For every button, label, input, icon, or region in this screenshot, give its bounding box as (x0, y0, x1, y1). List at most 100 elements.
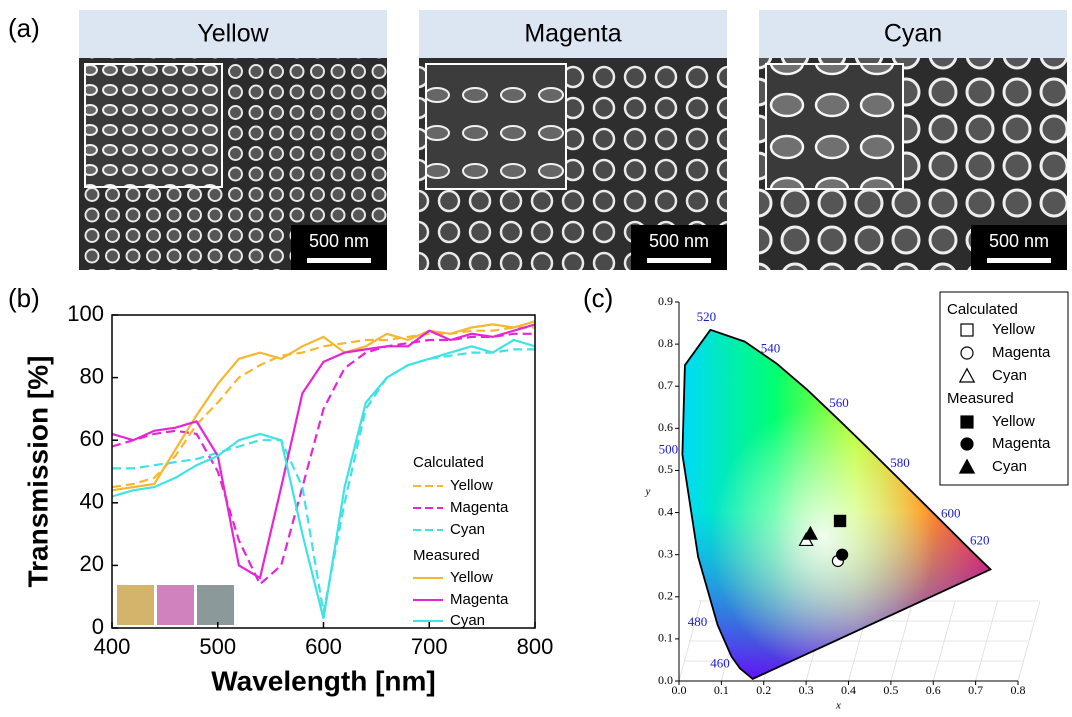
x-tick-label: 0.1 (714, 683, 729, 697)
legend-label: Cyan (450, 521, 485, 538)
legend-label: Cyan (992, 367, 1027, 384)
panel-title: Yellow (197, 20, 269, 48)
legend-label: Magenta (450, 499, 509, 516)
transmission-chart: (b) 0 20 40 60 80 100 400 500 600 700 800 Wavelength… (8, 283, 553, 697)
y-tick-label: 0.5 (658, 462, 673, 476)
scale-bar (307, 258, 371, 263)
legend-marker (960, 415, 974, 429)
x-tick-label: 0.6 (926, 683, 941, 697)
legend-label: Cyan (992, 458, 1027, 475)
series-line (111, 338, 536, 619)
backdrop-line (1017, 600, 1041, 682)
y-tick-label: 40 (80, 489, 104, 514)
sem-inset (765, 63, 904, 190)
panel-label: (a) (8, 13, 40, 43)
x-axis-label: x (835, 700, 841, 712)
legend-group: Calculated (413, 454, 484, 471)
data-point (802, 525, 818, 540)
plot-frame (111, 314, 536, 629)
locus-label: 540 (761, 340, 781, 355)
scale-bar (987, 258, 1051, 263)
sem-inset (84, 63, 223, 188)
swatch (117, 585, 154, 625)
panel-header (759, 10, 1067, 58)
panel-label: (c) (583, 283, 613, 313)
swatch (197, 585, 234, 625)
y-axis-label: y (645, 486, 651, 498)
legend-label: Magenta (450, 591, 509, 608)
x-axis-label: Wavelength [nm] (211, 665, 436, 696)
legend-group: Calculated (947, 301, 1018, 318)
panel-a: (a) Yellow 500 nm Magenta 500 nm Cyan 500 nm (8, 10, 1067, 270)
legend-label: Yellow (992, 321, 1035, 338)
panel-label: (b) (8, 283, 40, 313)
x-tick-label: 0.4 (841, 683, 856, 697)
y-tick-label: 0.1 (658, 631, 673, 645)
x-tick-label: 0.3 (799, 683, 814, 697)
x-tick-label: 500 (199, 634, 236, 659)
locus-label: 520 (697, 309, 717, 324)
x-tick-label: 700 (411, 634, 448, 659)
locus-label: 580 (890, 455, 910, 470)
legend-label: Yellow (450, 569, 493, 586)
legend-marker (960, 323, 974, 337)
x-tick-label: 0.5 (883, 683, 898, 697)
swatch (157, 585, 194, 625)
legend-label: Yellow (992, 413, 1035, 430)
legend-group: Measured (947, 390, 1014, 407)
x-tick-label: 0.8 (1011, 683, 1026, 697)
scale-bar-label: 500 nm (649, 231, 709, 251)
legend-marker (958, 458, 976, 474)
panel-header (419, 10, 727, 58)
legend-marker (960, 346, 974, 360)
panel-header (79, 10, 387, 58)
legend-marker (960, 437, 974, 451)
series-line (111, 326, 535, 489)
spectral-locus (681, 328, 993, 680)
y-tick-label: 0.9 (658, 294, 673, 308)
cie-chart: (c) 460 480 500 520 540 560 580 600 620 0.0 0.1 0.2 0… (583, 283, 1069, 712)
scale-bar-label: 500 nm (989, 231, 1049, 251)
scale-bar (647, 258, 711, 263)
legend-label: Magenta (992, 344, 1051, 361)
legend-label: Magenta (992, 435, 1051, 452)
y-tick-label: 100 (67, 301, 104, 326)
data-point (833, 514, 847, 528)
x-tick-label: 0.2 (756, 683, 771, 697)
series-line (111, 332, 535, 586)
series-line (111, 323, 536, 580)
y-tick-label: 0.3 (658, 546, 673, 560)
y-tick-label: 0.2 (658, 589, 673, 603)
locus-label: 620 (970, 532, 990, 547)
legend-marker (958, 367, 976, 383)
x-tick-label: 0.7 (968, 683, 983, 697)
y-tick-label: 20 (80, 551, 104, 576)
scale-bar-label: 500 nm (309, 231, 369, 251)
legend-label: Cyan (450, 612, 485, 629)
y-tick-label: 0.0 (658, 673, 673, 687)
locus-label: 480 (688, 614, 708, 629)
y-tick-label: 0.7 (658, 378, 673, 392)
y-tick-label: 0.6 (658, 420, 673, 434)
x-tick-label: 0.0 (672, 683, 687, 697)
locus-label: 600 (941, 505, 961, 520)
y-tick-label: 0.4 (658, 504, 673, 518)
locus-label: 500 (659, 441, 679, 456)
y-tick-label: 60 (80, 426, 104, 451)
legend-group: Measured (413, 547, 480, 564)
panel-title: Cyan (884, 20, 942, 48)
x-tick-label: 600 (305, 634, 342, 659)
locus-label: 560 (829, 395, 849, 410)
locus-label: 460 (710, 655, 730, 670)
sem-inset (425, 63, 567, 190)
legend-label: Yellow (450, 477, 493, 494)
y-axis-label: Transmission [%] (22, 356, 53, 588)
y-tick-label: 0 (92, 614, 104, 639)
x-tick-label: 400 (94, 634, 131, 659)
series-line (111, 320, 536, 492)
y-tick-label: 0.8 (658, 336, 673, 350)
x-tick-label: 800 (517, 634, 554, 659)
y-tick-label: 80 (80, 363, 104, 388)
data-point (836, 548, 849, 561)
